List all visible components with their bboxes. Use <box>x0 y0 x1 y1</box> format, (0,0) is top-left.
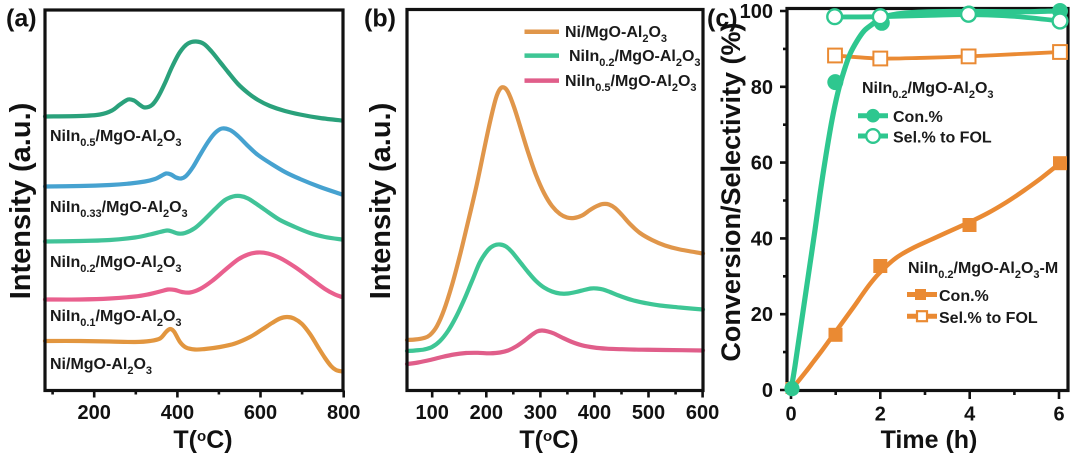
svg-text:Sel.% to FOL: Sel.% to FOL <box>939 310 1038 327</box>
svg-text:800: 800 <box>327 402 360 424</box>
svg-text:(c): (c) <box>707 5 738 33</box>
svg-text:Intensity (a.u.): Intensity (a.u.) <box>5 103 37 300</box>
svg-text:100: 100 <box>416 402 449 424</box>
svg-text:400: 400 <box>578 402 611 424</box>
svg-text:300: 300 <box>524 402 557 424</box>
svg-text:T(oC): T(oC) <box>519 426 578 454</box>
svg-text:600: 600 <box>686 402 719 424</box>
svg-text:NiIn0.2/MgO-Al2O3: NiIn0.2/MgO-Al2O3 <box>50 254 182 275</box>
svg-text:400: 400 <box>161 402 194 424</box>
svg-text:NiIn0.2/MgO-Al2O3-M: NiIn0.2/MgO-Al2O3-M <box>908 260 1058 281</box>
svg-text:Ni/MgO-Al2O3: Ni/MgO-Al2O3 <box>50 356 152 377</box>
svg-text:0: 0 <box>785 404 796 426</box>
svg-text:NiIn0.33/MgO-Al2O3: NiIn0.33/MgO-Al2O3 <box>50 199 188 220</box>
svg-text:40: 40 <box>751 228 773 250</box>
svg-text:500: 500 <box>632 402 665 424</box>
svg-text:NiIn0.2/MgO-Al2O3: NiIn0.2/MgO-Al2O3 <box>569 48 701 69</box>
svg-text:200: 200 <box>470 402 503 424</box>
svg-text:6: 6 <box>1053 404 1064 426</box>
svg-text:Con.%: Con.% <box>939 288 989 305</box>
svg-text:600: 600 <box>244 402 277 424</box>
svg-text:200: 200 <box>78 402 111 424</box>
svg-text:Ni/MgO-Al2O3: Ni/MgO-Al2O3 <box>565 24 667 45</box>
svg-text:0: 0 <box>762 380 773 402</box>
svg-text:NiIn0.1/MgO-Al2O3: NiIn0.1/MgO-Al2O3 <box>50 308 182 329</box>
svg-text:2: 2 <box>875 404 886 426</box>
svg-text:NiIn0.5/MgO-Al2O3: NiIn0.5/MgO-Al2O3 <box>50 128 182 149</box>
svg-text:(a): (a) <box>6 5 37 33</box>
svg-text:Conversion/Selectivity (%): Conversion/Selectivity (%) <box>716 22 746 361</box>
svg-text:NiIn0.2/MgO-Al2O3: NiIn0.2/MgO-Al2O3 <box>862 80 994 101</box>
svg-text:60: 60 <box>751 153 773 175</box>
svg-text:4: 4 <box>964 404 976 426</box>
svg-text:NiIn0.5/MgO-Al2O3: NiIn0.5/MgO-Al2O3 <box>565 73 697 94</box>
svg-text:20: 20 <box>751 304 773 326</box>
svg-text:Sel.% to FOL: Sel.% to FOL <box>893 130 992 147</box>
svg-text:100: 100 <box>740 1 773 23</box>
svg-text:Con.%: Con.% <box>893 109 943 126</box>
svg-text:Time (h): Time (h) <box>881 426 978 454</box>
svg-text:Intensity (a.u.): Intensity (a.u.) <box>365 103 397 300</box>
svg-text:(b): (b) <box>364 5 396 33</box>
svg-text:80: 80 <box>751 77 773 99</box>
